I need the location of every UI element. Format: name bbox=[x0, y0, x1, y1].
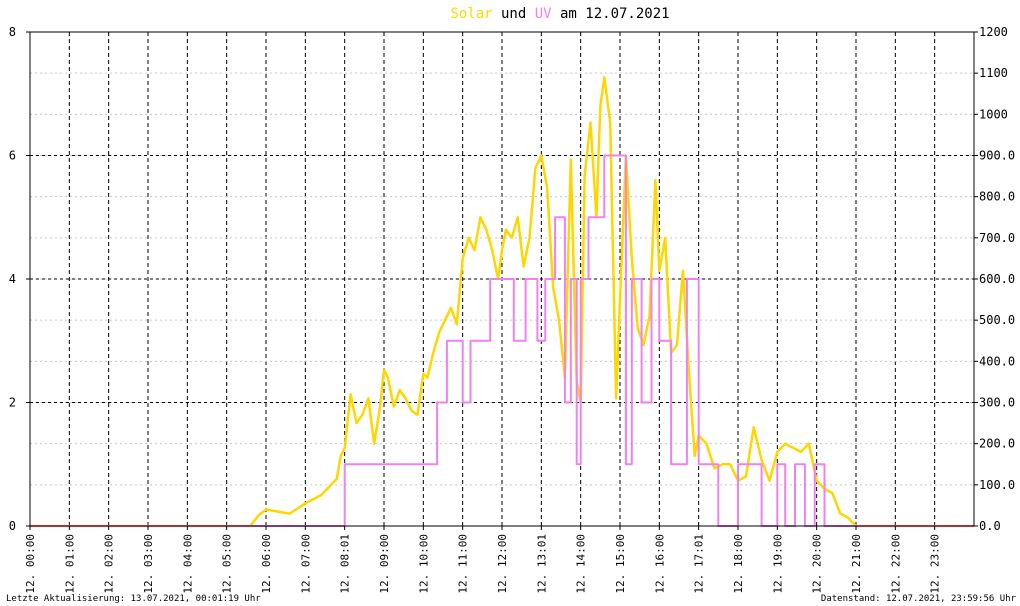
right-axis-tick-label: 600.0 bbox=[979, 272, 1015, 286]
x-axis-tick-label: 12. 16:00 bbox=[653, 534, 666, 594]
x-axis-tick-label: 12. 05:00 bbox=[221, 534, 234, 594]
x-axis-tick-label: 12. 18:00 bbox=[732, 534, 745, 594]
x-axis-tick-label: 12. 21:00 bbox=[850, 534, 863, 594]
title-uv: UV bbox=[535, 6, 552, 22]
right-axis-tick-label: 1200 bbox=[979, 25, 1008, 39]
x-axis-tick-label: 12. 09:00 bbox=[378, 534, 391, 594]
right-axis-tick-label: 1000 bbox=[979, 107, 1008, 121]
x-axis-tick-label: 12. 08:01 bbox=[339, 534, 352, 594]
left-axis-tick-label: 4 bbox=[9, 272, 16, 286]
x-axis-tick-label: 12. 07:00 bbox=[299, 534, 312, 594]
x-axis-tick-label: 12. 20:00 bbox=[811, 534, 824, 594]
right-axis-tick-label: 400.0 bbox=[979, 354, 1015, 368]
right-axis-tick-label: 100.0 bbox=[979, 478, 1015, 492]
right-axis-tick-label: 1100 bbox=[979, 66, 1008, 80]
x-axis-tick-label: 12. 02:00 bbox=[103, 534, 116, 594]
right-axis-tick-label: 300.0 bbox=[979, 396, 1015, 410]
x-axis-tick-label: 12. 14:00 bbox=[575, 534, 588, 594]
left-axis-tick-label: 6 bbox=[9, 149, 16, 163]
x-axis-tick-label: 12. 13:01 bbox=[535, 534, 548, 594]
x-axis-ticks: 12. 00:00 12. 01:00 12. 02:00 12. 03:00 12. … bbox=[24, 526, 942, 594]
x-axis-tick-label: 12. 06:00 bbox=[260, 534, 273, 594]
x-axis-tick-label: 12. 23:00 bbox=[929, 534, 942, 594]
right-axis-tick-label: 900.0 bbox=[979, 149, 1015, 163]
title-solar: Solar bbox=[450, 6, 492, 22]
x-axis-tick-label: 12. 19:00 bbox=[771, 534, 784, 594]
footer-last-update: Letzte Aktualisierung: 13.07.2021, 00:01… bbox=[6, 594, 261, 604]
right-axis-tick-label: 700.0 bbox=[979, 231, 1015, 245]
left-axis-tick-label: 0 bbox=[9, 519, 16, 533]
right-axis-tick-label: 0.0 bbox=[979, 519, 1001, 533]
x-axis-tick-label: 12. 03:00 bbox=[142, 534, 155, 594]
right-axis-ticks: 0.0 100.0 200.0 300.0 400.0 500.0 600.0 700.0 80… bbox=[974, 25, 1015, 533]
series-line-solar bbox=[30, 76, 974, 528]
x-axis-tick-label: 12. 10:00 bbox=[417, 534, 430, 594]
chart-title: Solar und UV am 12.07.2021 bbox=[450, 6, 669, 22]
left-axis-tick-label: 2 bbox=[9, 396, 16, 410]
x-axis-tick-label: 12. 22:00 bbox=[889, 534, 902, 594]
x-axis-tick-label: 12. 17:01 bbox=[693, 534, 706, 594]
title-und: und bbox=[493, 6, 535, 22]
x-axis-tick-label: 12. 12:00 bbox=[496, 534, 509, 594]
right-axis-tick-label: 200.0 bbox=[979, 437, 1015, 451]
x-axis-tick-label: 12. 11:00 bbox=[457, 534, 470, 594]
x-axis-tick-label: 12. 15:00 bbox=[614, 534, 627, 594]
x-axis-tick-label: 12. 04:00 bbox=[181, 534, 194, 594]
title-date: am 12.07.2021 bbox=[552, 6, 670, 22]
left-axis-tick-label: 8 bbox=[9, 25, 16, 39]
x-axis-tick-label: 12. 00:00 bbox=[24, 534, 37, 594]
x-axis-tick-label: 12. 01:00 bbox=[63, 534, 76, 594]
right-axis-tick-label: 800.0 bbox=[979, 190, 1015, 204]
footer-data-status: Datenstand: 12.07.2021, 23:59:56 Uhr bbox=[821, 594, 1017, 604]
right-axis-tick-label: 500.0 bbox=[979, 313, 1015, 327]
left-axis-ticks: 0 2 4 6 8 bbox=[9, 25, 30, 533]
